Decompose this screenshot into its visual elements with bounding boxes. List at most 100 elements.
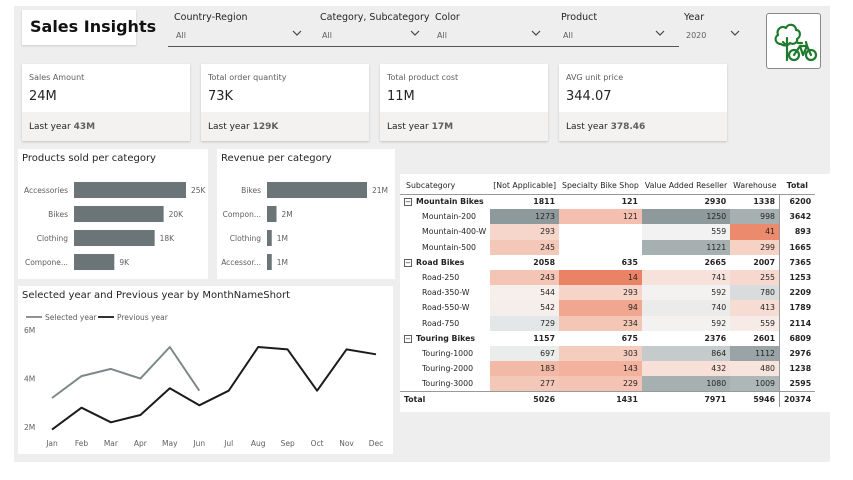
x-tick-label: Jun	[192, 439, 205, 448]
y-tick-label: 6M	[24, 326, 35, 335]
kpi-prev-prefix: Last year	[566, 122, 608, 132]
tree-bike-icon	[774, 23, 818, 62]
x-tick-label: Jul	[223, 439, 233, 448]
bar[interactable]	[74, 206, 164, 222]
category-label: Accessories	[24, 186, 68, 195]
bar[interactable]	[267, 254, 272, 270]
matrix-table: Subcategory [Not Applicable] Specialty Bik…	[400, 177, 816, 407]
data-label: 20K	[169, 210, 185, 219]
bar[interactable]	[74, 254, 115, 270]
matrix-row[interactable]: Mountain-400-W 293 559 41 893	[400, 224, 816, 240]
chevron-down-icon[interactable]	[730, 28, 740, 38]
bar[interactable]	[267, 230, 272, 246]
matrix-cell: 544	[490, 285, 559, 301]
matrix-header[interactable]: Specialty Bike Shop	[559, 177, 642, 195]
total-cell: 5946	[730, 390, 780, 407]
y-tick-label: 4M	[24, 375, 35, 384]
kpi-prev-value: 129K	[252, 122, 279, 132]
slicer-value: All	[437, 31, 447, 40]
matrix-row[interactable]: Road-250 243 14 741 255 1253	[400, 269, 816, 286]
collapse-icon[interactable]: −	[404, 198, 412, 207]
revenue-bar-chart: Bikes 21M Compon... 2M Clothing 1M Accessor...…	[221, 182, 388, 270]
matrix-header[interactable]: [Not Applicable]	[490, 177, 559, 195]
category-label: Clothing	[230, 234, 261, 243]
matrix-cell: 143	[559, 361, 642, 377]
matrix-header[interactable]: Total	[779, 177, 816, 195]
matrix-cell: 1121	[641, 239, 731, 255]
data-label: 1M	[277, 258, 288, 267]
matrix-cell: 2601	[753, 333, 776, 343]
bar[interactable]	[74, 230, 155, 246]
collapse-icon[interactable]: −	[404, 258, 412, 267]
row-total-cell: 2209	[779, 285, 816, 301]
row-total-cell: 6809	[779, 330, 816, 346]
slicer-label: Year	[684, 12, 705, 23]
matrix-group-row[interactable]: − Road Bikes 2058 635 2665 2007 7365	[400, 254, 816, 270]
matrix-cell: 697	[490, 345, 559, 362]
row-label: Road-250	[400, 270, 490, 285]
matrix-cell: 1112	[730, 345, 780, 362]
row-total-cell: 7365	[779, 254, 816, 270]
matrix-row[interactable]: Mountain-500 245 1121 299 1665	[400, 239, 816, 255]
row-total-cell: 893	[779, 224, 816, 240]
products-sold-bar-chart: Accessories 25K Bikes 20K Clothing 18K Compone…	[24, 182, 207, 270]
matrix-cell: 542	[490, 300, 559, 316]
chart-title: Selected year and Previous year by Month…	[22, 290, 291, 301]
row-label-text: Mountain-400-W	[422, 227, 487, 237]
kpi-prev-prefix: Last year	[387, 122, 429, 132]
matrix-row[interactable]: Road-550-W 542 94 740 413 1789	[400, 300, 816, 316]
chevron-down-icon[interactable]	[410, 28, 420, 38]
row-label: Road-550-W	[400, 300, 490, 315]
series-line[interactable]	[51, 346, 201, 399]
bar[interactable]	[267, 182, 367, 198]
series-line[interactable]	[51, 346, 377, 431]
chevron-down-icon[interactable]	[531, 28, 541, 38]
matrix-header[interactable]: Warehouse	[730, 177, 780, 195]
total-cell: 5026	[490, 390, 559, 407]
x-tick-label: Dec	[369, 439, 384, 448]
row-label: − Road Bikes	[400, 255, 490, 270]
slicer-value: All	[322, 31, 332, 40]
chevron-down-icon[interactable]	[292, 28, 302, 38]
kpi-card-sales-amount: Sales Amount 24M Last year 43M	[22, 64, 190, 141]
slicer-value: 2020	[686, 31, 707, 40]
matrix-group-row[interactable]: − Touring Bikes 1157 675 2376 2601 6809	[400, 330, 816, 346]
sales-matrix: Subcategory [Not Applicable] Specialty Bik…	[400, 174, 830, 412]
matrix-row[interactable]: Mountain-200 1273 121 1250 998 3642	[400, 209, 816, 225]
monthly-line-chart: Selected year Previous year 6M 4M 2M Jan Feb Ma…	[24, 313, 384, 448]
bar[interactable]	[267, 206, 277, 222]
matrix-header[interactable]: Value Added Reseller	[641, 177, 731, 195]
matrix-row[interactable]: Touring-3000 277 229 1080 1009 2595	[400, 376, 816, 392]
kpi-value: 73K	[208, 89, 234, 104]
matrix-cell	[559, 239, 642, 255]
chevron-down-icon[interactable]	[655, 28, 665, 38]
matrix-cell: 432	[641, 361, 731, 377]
matrix-header[interactable]: Subcategory	[400, 177, 491, 195]
matrix-row[interactable]: Road-350-W 544 293 592 780 2209	[400, 285, 816, 301]
row-label-text: Road-350-W	[422, 288, 470, 298]
row-label-text: Road Bikes	[416, 257, 465, 267]
matrix-total-row: Total 5026 1431 7971 5946 20374	[400, 390, 816, 407]
slicer-category-subcategory[interactable]: Category, Subcategory All	[318, 6, 430, 46]
matrix-cell: 480	[730, 361, 780, 377]
matrix-cell: 255	[730, 269, 780, 286]
slicer-color[interactable]: Color All	[433, 6, 545, 46]
row-label: − Touring Bikes	[400, 331, 490, 346]
kpi-previous: Last year 43M	[29, 122, 95, 132]
matrix-row[interactable]: Road-750 729 234 592 559 2114	[400, 315, 816, 331]
bar[interactable]	[74, 182, 186, 198]
matrix-row[interactable]: Touring-1000 697 303 864 1112 2976	[400, 345, 816, 362]
matrix-cell: 592	[641, 315, 731, 331]
matrix-row[interactable]: Touring-2000 183 143 432 480 1238	[400, 361, 816, 377]
collapse-icon[interactable]: −	[404, 334, 412, 343]
data-label: 25K	[191, 186, 207, 195]
matrix-group-row[interactable]: − Mountain Bikes 1811 121 2930 1338 6200	[400, 194, 816, 210]
revenue-chart-card: Revenue per category Bikes 21M Compon... 2M…	[217, 149, 395, 279]
row-label-text: Mountain-200	[422, 212, 477, 222]
slicer-product[interactable]: Product All	[559, 6, 669, 46]
matrix-cell: 243	[490, 269, 559, 286]
slicer-country-region[interactable]: Country-Region All	[172, 6, 306, 46]
x-tick-label: Mar	[104, 439, 119, 448]
category-label: Compone...	[25, 258, 68, 267]
slicer-year[interactable]: Year 2020	[682, 6, 744, 46]
